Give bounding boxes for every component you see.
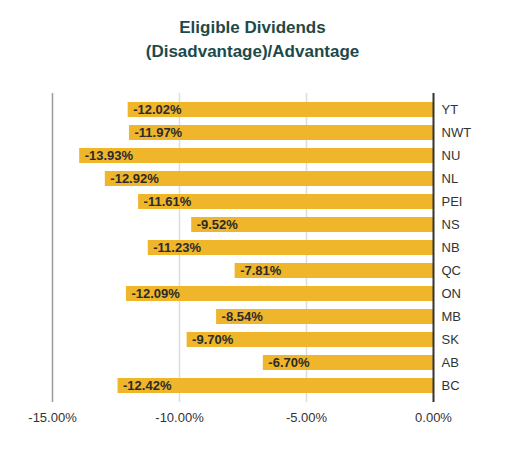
svg-text:AB: AB [442,355,459,370]
html-text:(Disadvantage)/Advantage: (Disadvantage)/Advantage [145,42,360,61]
svg-text:-11.97%: -11.97% [134,125,182,140]
svg-text:-15.00%: -15.00% [28,410,77,425]
svg-text:PEI: PEI [442,194,463,209]
svg-text:-9.70%: -9.70% [192,332,234,347]
svg-text:-11.23%: -11.23% [153,240,201,255]
svg-text:-8.54%: -8.54% [222,309,264,324]
svg-text:-12.02%: -12.02% [133,102,182,117]
svg-text:SK: SK [442,332,460,347]
svg-text:-12.09%: -12.09% [131,286,180,301]
svg-text:NS: NS [442,217,460,232]
svg-text:MB: MB [442,309,462,324]
svg-text:ON: ON [442,286,462,301]
svg-text:-11.61%: -11.61% [144,194,192,209]
html-text:Eligible Dividends: Eligible Dividends [179,18,326,37]
svg-text:NL: NL [442,171,459,186]
svg-text:-12.42%: -12.42% [123,378,172,393]
svg-text:YT: YT [442,102,459,117]
svg-text:QC: QC [442,263,462,278]
svg-text:-7.81%: -7.81% [240,263,282,278]
svg-text:-9.52%: -9.52% [197,217,239,232]
svg-text:NB: NB [442,240,460,255]
svg-text:NU: NU [442,148,461,163]
svg-text:-13.93%: -13.93% [85,148,134,163]
svg-text:-10.00%: -10.00% [155,410,204,425]
svg-text:-12.92%: -12.92% [110,171,159,186]
svg-text:0.00%: 0.00% [415,410,452,425]
svg-text:NWT: NWT [442,125,472,140]
svg-text:-6.70%: -6.70% [268,355,310,370]
svg-text:-5.00%: -5.00% [286,410,328,425]
svg-text:BC: BC [442,378,460,393]
